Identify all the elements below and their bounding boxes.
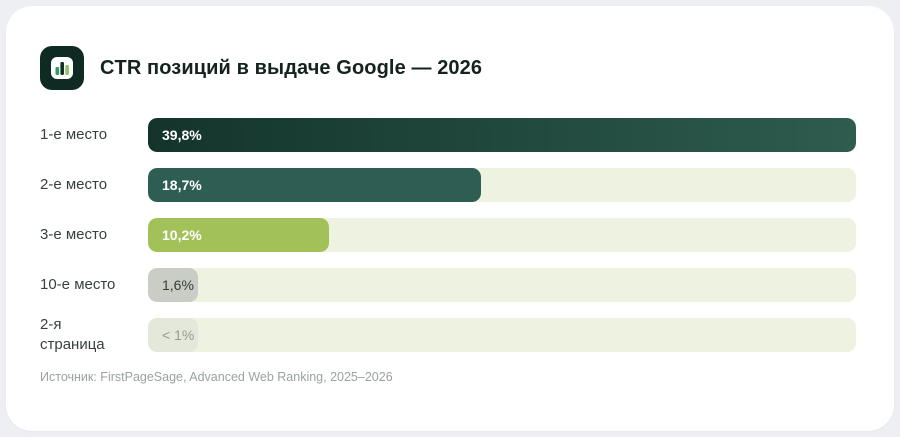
chart-row: 2-е место 18,7% [40,168,856,202]
header: CTR позиций в выдаче Google — 2026 [40,46,856,90]
bar-value-label: < 1% [162,327,195,343]
row-label: 3-е место [40,225,108,243]
bar: 10,2% [148,218,330,252]
bar-track: 39,8% [148,118,856,152]
chart-card: CTR позиций в выдаче Google — 2026 1-е м… [6,6,894,431]
bar-value-label: 1,6% [162,277,194,293]
chart-row: 10-е место 1,6% [40,268,856,302]
bar-value-label: 39,8% [162,127,202,143]
bar-track: 18,7% [148,168,856,202]
page-title: CTR позиций в выдаче Google — 2026 [100,56,483,79]
bar: 1,6% [148,268,198,302]
bar-track: 1,6% [148,268,856,302]
bar-value-label: 10,2% [162,227,202,243]
row-label: 2-я страница [40,315,105,353]
bar-chart-icon [40,46,84,90]
bar-value-label: 18,7% [162,177,202,193]
bar: 18,7% [148,168,481,202]
row-label: 2-е место [40,175,108,193]
source-note: Источник: FirstPageSage, Advanced Web Ra… [40,370,393,384]
bar-track: < 1% [148,318,856,352]
chart-row: 3-е место 10,2% [40,218,856,252]
bar-track: 10,2% [148,218,856,252]
bar: < 1% [148,318,198,352]
chart-row: 2-я страница < 1% [40,316,856,353]
bar: 39,8% [148,118,856,152]
bar-chart: 1-е место 39,8% 2-е место 18,7% 3-е мест… [40,118,856,353]
chart-row: 1-е место 39,8% [40,118,856,152]
row-label: 1-е место [40,125,108,143]
row-label: 10-е место [40,275,116,293]
